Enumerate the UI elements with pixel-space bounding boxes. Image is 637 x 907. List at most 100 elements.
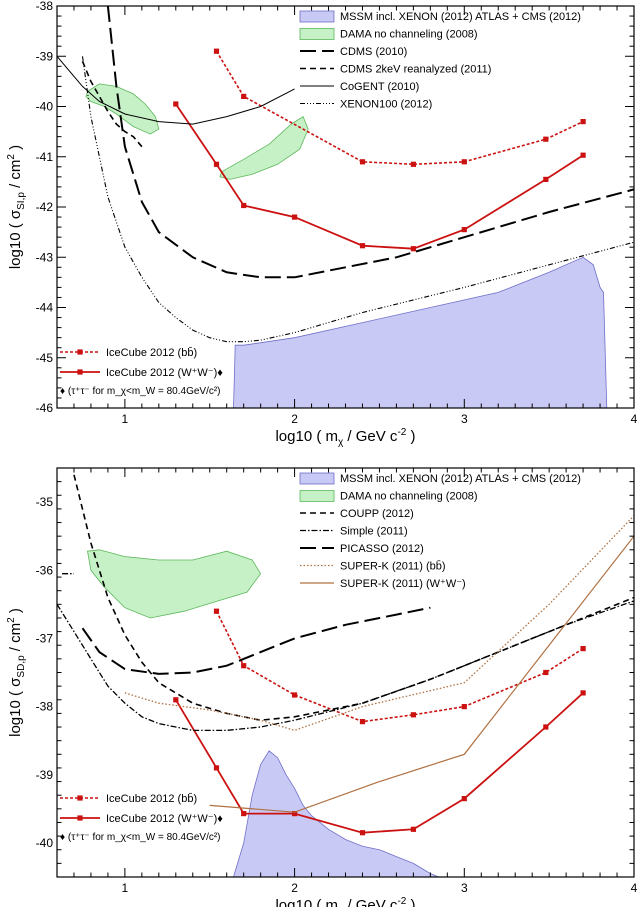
region-mssm-incl-xenon-2012-atlas-cms-2012 <box>233 256 608 408</box>
y-tick-label: -42 <box>36 200 54 214</box>
marker-icecube-2012-w-w <box>241 811 247 817</box>
series-simple-2011 <box>57 600 634 732</box>
marker-icecube-2012-w-w <box>543 176 549 182</box>
legend-label: CDMS (2010) <box>340 46 407 58</box>
series-super-k-2011-w-w <box>209 535 634 813</box>
marker-icecube-2012-w-w <box>292 214 298 220</box>
legend-label: SUPER-K (2011) (bb̄) <box>340 560 446 573</box>
legend-label: CoGENT (2010) <box>340 81 419 93</box>
legend: MSSM incl. XENON (2012) ATLAS + CMS (201… <box>299 10 581 111</box>
marker-icecube-2012-bb <box>359 719 366 725</box>
x-axis-label: log10 ( mχ / GeV c-2 ) <box>275 896 415 907</box>
x-axis-label: log10 ( mχ / GeV c-2 ) <box>275 427 415 448</box>
legend-label: IceCube 2012 (W⁺W⁻)♦ <box>106 367 223 379</box>
series-cdms-2010 <box>106 6 634 279</box>
legend-label: IceCube 2012 (bb̄) <box>106 346 197 359</box>
legend-label: MSSM incl. XENON (2012) ATLAS + CMS (201… <box>340 473 581 485</box>
x-tick-label: 3 <box>461 881 468 895</box>
y-tick-label: -40 <box>36 100 54 114</box>
y-tick-label: -46 <box>36 401 54 415</box>
legend-label: COUPP (2012) <box>340 508 414 520</box>
legend-marker <box>77 369 83 375</box>
series-picasso-2012 <box>81 606 431 675</box>
y-tick-label: -35 <box>36 495 54 509</box>
legend-marker <box>77 815 83 821</box>
icecube-legend: IceCube 2012 (bb̄) IceCube 2012 (W⁺W⁻)♦ ♦ … <box>60 346 223 397</box>
y-tick-label: -38 <box>36 0 54 13</box>
marker-icecube-2012-bb <box>213 48 220 54</box>
plot-area <box>57 6 634 408</box>
x-tick-label: 4 <box>631 412 637 426</box>
marker-icecube-2012-bb <box>543 136 549 142</box>
marker-icecube-2012-w-w <box>173 101 179 107</box>
marker-icecube-2012-w-w <box>213 161 220 167</box>
marker-icecube-2012-w-w <box>580 152 586 158</box>
plot-area <box>57 474 634 877</box>
y-tick-label: -36 <box>36 563 54 577</box>
marker-icecube-2012-bb <box>410 712 416 718</box>
y-tick-label: -40 <box>36 836 54 850</box>
marker-icecube-2012-w-w <box>580 690 586 696</box>
icecube-legend: IceCube 2012 (bb̄) IceCube 2012 (W⁺W⁻)♦ ♦ … <box>60 792 223 843</box>
marker-icecube-2012-w-w <box>292 811 298 817</box>
legend-label: XENON100 (2012) <box>340 99 432 111</box>
legend-swatch <box>299 490 335 502</box>
y-tick-label: -38 <box>36 700 54 714</box>
x-tick-label: 3 <box>461 412 468 426</box>
marker-icecube-2012-bb <box>461 159 467 165</box>
marker-icecube-2012-bb <box>461 704 467 710</box>
marker-icecube-2012-w-w <box>173 697 179 703</box>
marker-icecube-2012-bb <box>292 692 298 698</box>
legend-label: MSSM incl. XENON (2012) ATLAS + CMS (201… <box>340 11 581 23</box>
series-xenon100-2012 <box>81 56 634 343</box>
panel-1: 1 2 3 4 -38 -39 -40 -41 -42 -43 -44 -45 -46 log10 ( m… <box>6 0 637 448</box>
panel-2: 1 2 3 4 -35 -36 -37 -38 -39 -40 log10 ( mχ / GeV c… <box>6 467 637 907</box>
footnote: ♦ (τ⁺τ⁻ for m_χ<m_W = 80.4GeV/c²) <box>60 832 221 843</box>
region-mssm-incl-xenon-2012-atlas-cms-2012 <box>233 750 439 877</box>
x-tick-label: 1 <box>122 412 129 426</box>
legend: MSSM incl. XENON (2012) ATLAS + CMS (201… <box>299 472 581 590</box>
legend-marker <box>77 349 83 355</box>
y-tick-label: -39 <box>36 49 54 63</box>
legend-marker <box>77 795 83 801</box>
marker-icecube-2012-w-w <box>359 243 366 249</box>
y-tick-label: -39 <box>36 768 54 782</box>
y-tick-label: -43 <box>36 250 54 264</box>
marker-icecube-2012-w-w <box>461 796 467 802</box>
legend-label: IceCube 2012 (W⁺W⁻)♦ <box>106 813 223 825</box>
marker-icecube-2012-bb <box>213 608 220 614</box>
legend-label: SUPER-K (2011) (W⁺W⁻) <box>340 578 466 590</box>
marker-icecube-2012-bb <box>580 646 586 652</box>
legend-swatch <box>299 472 335 485</box>
marker-icecube-2012-w-w <box>461 227 467 233</box>
region-dama <box>87 549 262 619</box>
series-cdms-2kev-reanalyzed-2011 <box>81 60 143 148</box>
series-super-k-2011-bb <box>124 515 634 732</box>
legend-label: Simple (2011) <box>340 526 408 538</box>
y-axis-label: log10 ( σSI,p / cm2 ) <box>6 145 27 269</box>
legend-label: CDMS 2keV reanalyzed (2011) <box>340 64 491 76</box>
legend-swatch <box>299 10 335 23</box>
footnote: ♦ (τ⁺τ⁻ for m_χ<m_W = 80.4GeV/c²) <box>60 386 221 397</box>
marker-icecube-2012-bb <box>241 663 247 669</box>
x-tick-label: 4 <box>631 881 637 895</box>
y-axis-label: log10 ( σSD,p / cm2 ) <box>6 608 27 737</box>
x-tick-label: 1 <box>122 881 129 895</box>
marker-icecube-2012-bb <box>241 93 247 99</box>
marker-icecube-2012-w-w <box>410 826 416 832</box>
series-cogent-2010 <box>57 55 295 125</box>
legend-swatch <box>299 28 335 40</box>
y-tick-label: -45 <box>36 351 54 365</box>
region-dama-upper <box>85 83 160 135</box>
marker-icecube-2012-bb <box>410 161 416 167</box>
series-icecube-2012-w-w <box>175 692 584 834</box>
legend-label: PICASSO (2012) <box>340 543 424 555</box>
legend-label: IceCube 2012 (bb̄) <box>106 792 197 805</box>
y-tick-label: -41 <box>36 150 54 164</box>
marker-icecube-2012-w-w <box>410 246 416 252</box>
marker-icecube-2012-w-w <box>543 724 549 730</box>
marker-icecube-2012-bb <box>543 669 549 676</box>
series-icecube-2012-bb <box>215 610 584 723</box>
x-tick-label: 2 <box>291 881 298 895</box>
